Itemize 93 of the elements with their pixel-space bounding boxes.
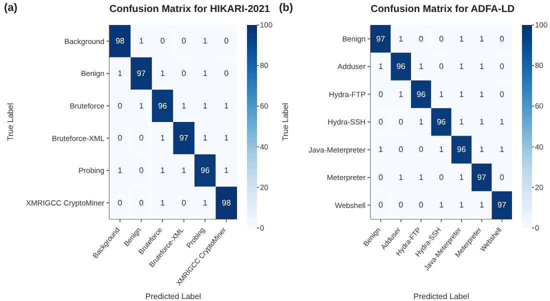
- data-label: 1: [459, 34, 464, 44]
- x-axis-title: Predicted Label: [414, 292, 470, 301]
- data-label: 1: [479, 90, 484, 99]
- data-label: 0: [118, 101, 123, 110]
- data-label: 0: [118, 134, 123, 143]
- data-label: 0: [500, 34, 505, 44]
- data-label: 1: [139, 101, 144, 110]
- data-label: 1: [224, 166, 230, 175]
- data-label: 0: [398, 118, 404, 126]
- data-label: 97: [477, 172, 487, 182]
- y-axis-title: True Label: [6, 102, 15, 141]
- data-label: 0: [500, 90, 505, 99]
- data-label: 0: [378, 172, 384, 182]
- x-axis-title: Predicted Label: [145, 292, 202, 301]
- data-label: 97: [179, 134, 189, 143]
- data-label: 0: [418, 34, 424, 44]
- data-label: 1: [224, 101, 230, 110]
- data-label: 96: [396, 62, 406, 72]
- data-label: 1: [160, 134, 166, 143]
- data-label: 0: [182, 69, 187, 78]
- data-label: 1: [459, 118, 464, 126]
- data-label: 0: [500, 172, 505, 182]
- data-label: 0: [182, 36, 187, 46]
- data-label: 1: [459, 90, 464, 99]
- data-label: 1: [202, 134, 208, 143]
- data-label: 1: [118, 69, 123, 78]
- data-label: 1: [398, 172, 404, 182]
- data-label: 1: [418, 172, 424, 182]
- data-label: 1: [418, 62, 424, 72]
- data-label: 96: [416, 90, 426, 99]
- data-label: 0: [378, 90, 384, 99]
- data-label: 1: [224, 134, 230, 143]
- data-label: 1: [378, 62, 384, 72]
- data-label: 1: [459, 200, 464, 210]
- data-label: 0: [224, 36, 230, 46]
- data-label: 1: [160, 166, 166, 175]
- data-label: 1: [398, 34, 404, 44]
- data-label: 0: [378, 200, 384, 210]
- data-label: 0: [439, 172, 444, 182]
- data-label: 1: [182, 101, 187, 110]
- data-label: 1: [202, 198, 208, 208]
- data-label: 1: [459, 62, 464, 72]
- data-label: 1: [202, 69, 208, 78]
- data-label: 1: [202, 36, 208, 46]
- data-label: 1: [182, 166, 187, 175]
- chart-title: Confusion Matrix for HIKARI-2021: [109, 4, 270, 15]
- data-label: 97: [136, 69, 146, 78]
- data-label: 0: [378, 118, 384, 126]
- data-label: 98: [222, 198, 232, 208]
- data-label: 1: [202, 101, 208, 110]
- data-label: 1: [479, 62, 484, 72]
- data-label: 1: [500, 118, 505, 126]
- data-label: 1: [459, 172, 464, 182]
- data-label: 1: [439, 145, 444, 154]
- data-label: 96: [457, 145, 466, 154]
- data-label: 1: [479, 200, 484, 210]
- data-label: 0: [500, 62, 505, 72]
- data-label: 96: [436, 118, 446, 126]
- data-label: 0: [139, 198, 144, 208]
- data-label: 0: [418, 200, 424, 210]
- data-label: 1: [439, 200, 444, 210]
- data-label: 0: [139, 134, 144, 143]
- data-label: 1: [398, 90, 404, 99]
- data-label: 1: [500, 145, 505, 154]
- data-label: 98: [116, 36, 126, 46]
- data-label: 1: [160, 69, 166, 78]
- data-label: 0: [418, 145, 424, 154]
- data-label: 96: [158, 101, 168, 110]
- text: (b): [279, 2, 294, 14]
- data-label: 0: [182, 198, 187, 208]
- data-label: 0: [439, 62, 444, 72]
- chart-title: Confusion Matrix for ADFA-LD: [370, 4, 515, 15]
- data-label: 1: [160, 198, 166, 208]
- data-label: 1: [479, 118, 484, 126]
- data-label: 0: [160, 36, 166, 46]
- data-label: 1: [139, 36, 144, 46]
- data-label: 1: [439, 90, 444, 99]
- data-label: 0: [224, 69, 230, 78]
- data-label: 1: [479, 34, 484, 44]
- data-label: 0: [398, 145, 404, 154]
- data-label: 0: [398, 200, 404, 210]
- data-label: 1: [118, 166, 123, 175]
- y-axis-title: True Label: [280, 102, 290, 141]
- data-label: 0: [118, 198, 123, 208]
- data-label: 0: [439, 34, 444, 44]
- data-label: 96: [200, 166, 210, 175]
- text: (a): [4, 2, 18, 14]
- data-label: 97: [376, 34, 386, 44]
- data-label: 1: [418, 118, 424, 126]
- data-label: 97: [497, 200, 507, 210]
- data-label: 0: [139, 166, 144, 175]
- data-label: 1: [479, 145, 484, 154]
- data-label: 1: [378, 145, 384, 154]
